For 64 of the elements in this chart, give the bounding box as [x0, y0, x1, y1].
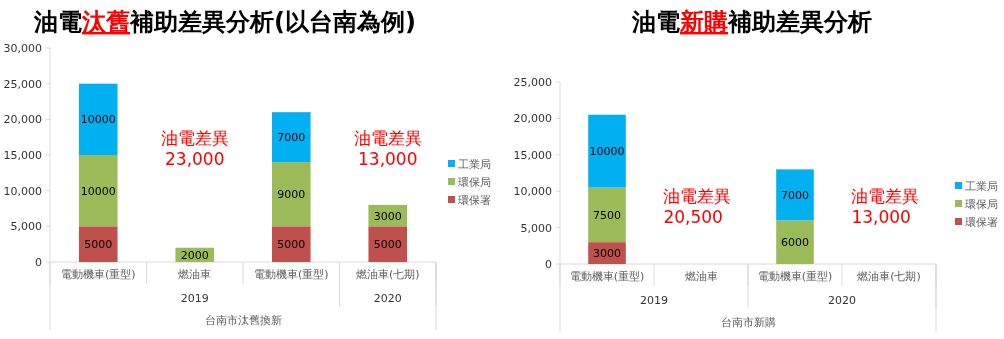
x-tick-label: 燃油車	[178, 268, 212, 281]
y-tick-label: 0	[545, 258, 552, 271]
y-tick-label: 20,000	[513, 112, 552, 126]
chart-title: 油電汰舊補助差異分析(以台南為例)	[33, 8, 416, 36]
x-tick-label: 電動機車(重型)	[757, 270, 833, 283]
bar	[271, 226, 311, 262]
x-tick-label: 燃油車(七期)	[355, 268, 420, 281]
bar	[368, 226, 408, 262]
text: 2020	[373, 292, 402, 305]
bar	[78, 83, 118, 155]
data-label: 10000	[80, 113, 116, 127]
y-tick-label: 5,000	[520, 221, 552, 235]
text: 2019	[640, 294, 668, 307]
annotation: 油電差異 13,000	[851, 186, 920, 227]
data-label: 9000	[277, 188, 306, 202]
x-tick-label: 燃油車	[684, 270, 718, 283]
x-tick-label: 電動機車(重型)	[60, 268, 136, 281]
bar	[271, 112, 311, 163]
legend-label: 環保局	[458, 176, 491, 189]
data-label: 10000	[589, 145, 625, 159]
bar	[271, 162, 311, 227]
bar	[78, 155, 118, 227]
annotation: 油電差異 20,500	[663, 186, 732, 227]
data-label: 6000	[781, 236, 809, 250]
y-tick-label: 10,000	[513, 185, 552, 199]
y-tick-label: 25,000	[3, 77, 42, 91]
bar	[78, 226, 118, 262]
y-tick-label: 25,000	[513, 76, 552, 89]
annotation: 油電差異 13,000	[353, 128, 422, 169]
legend-label: 環保局	[965, 198, 998, 211]
y-tick-label: 15,000	[513, 148, 552, 162]
legend-label: 工業局	[965, 180, 998, 193]
y-tick-label: 5,000	[10, 220, 42, 234]
text: 2020	[828, 294, 856, 307]
legend-label: 環保署	[965, 216, 998, 229]
data-label: 5000	[373, 238, 402, 252]
y-tick-label: 15,000	[3, 149, 42, 162]
data-label: 3000	[593, 247, 621, 261]
annotation: 油電差異 23,000	[160, 128, 229, 169]
legend-label: 工業局	[458, 158, 491, 171]
chart-title: 油電新購補助差異分析	[631, 8, 872, 36]
bar	[588, 114, 626, 188]
x-axis-title: 台南市汰舊換新	[204, 314, 282, 327]
y-tick-label: 10,000	[3, 184, 42, 198]
y-tick-label: 20,000	[3, 113, 42, 127]
x-axis-title: 台南市新購	[720, 316, 776, 329]
data-label: 5000	[277, 238, 306, 252]
data-label: 10000	[80, 184, 116, 198]
data-label: 3000	[373, 209, 402, 223]
bar	[588, 187, 626, 243]
data-label: 7000	[277, 131, 306, 145]
data-label: 7500	[593, 208, 621, 222]
x-tick-label: 電動機車(重型)	[253, 268, 329, 281]
x-tick-label: 燃油車(七期)	[857, 270, 921, 283]
text: 2019	[180, 292, 209, 305]
data-label: 5000	[84, 238, 113, 252]
data-label: 2000	[180, 248, 209, 262]
legend-label: 環保署	[458, 194, 491, 207]
bar	[776, 220, 814, 264]
bar	[776, 169, 814, 221]
y-tick-label: 30,000	[3, 42, 42, 55]
x-tick-label: 電動機車(重型)	[569, 270, 645, 283]
y-tick-label: 0	[35, 256, 42, 269]
data-label: 7000	[781, 188, 809, 202]
